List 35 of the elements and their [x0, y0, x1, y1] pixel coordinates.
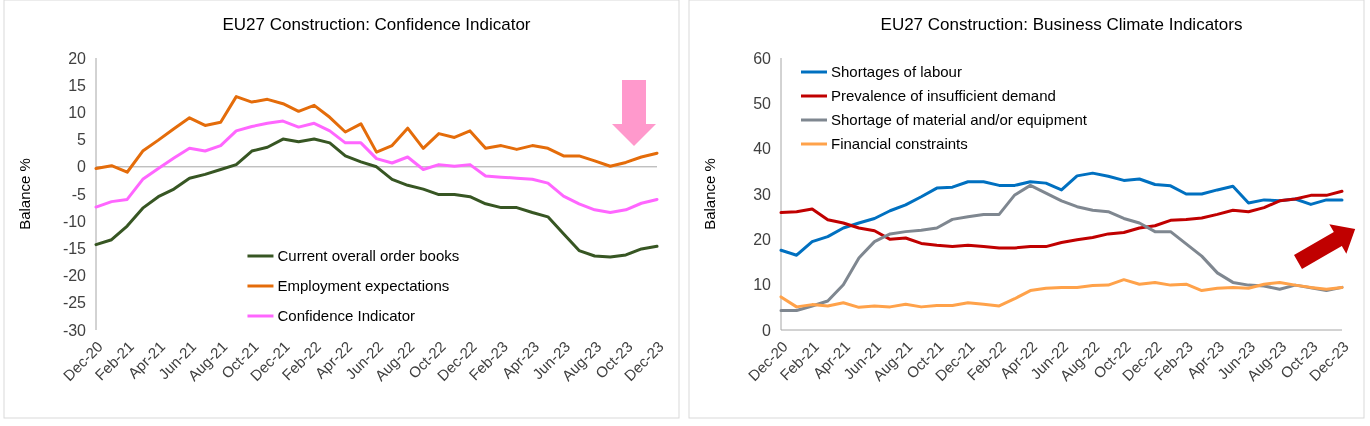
y-tick-label: 5	[77, 131, 87, 149]
y-tick-label: 0	[762, 321, 772, 339]
y-tick-label: -10	[62, 212, 87, 230]
y-tick-label: 20	[753, 230, 772, 248]
legend-label: Financial constraints	[831, 135, 968, 153]
legend-label: Confidence Indicator	[277, 307, 416, 325]
line-series	[94, 137, 659, 259]
legend-label: Prevalence of insufficient demand	[831, 87, 1056, 105]
y-axis-title: Balance %	[16, 158, 33, 230]
y-tick-label: -25	[62, 294, 87, 312]
line-series	[94, 119, 659, 214]
y-tick-label: 20	[68, 49, 87, 67]
y-tick-label: 40	[753, 140, 772, 158]
chart-title: EU27 Construction: Confidence Indicator	[222, 15, 531, 34]
y-tick-label: 10	[753, 276, 772, 294]
y-tick-label: 10	[68, 104, 87, 121]
y-tick-label: -5	[71, 185, 87, 203]
y-tick-label: 0	[77, 158, 87, 176]
y-tick-label: -20	[62, 267, 87, 285]
line-series	[779, 278, 1344, 309]
legend-label: Shortages of labour	[831, 63, 962, 81]
legend-label: Shortage of material and/or equipment	[831, 111, 1088, 129]
y-tick-label: -15	[62, 240, 87, 257]
y-tick-label: 60	[753, 49, 772, 67]
y-tick-label: -30	[62, 321, 87, 339]
y-axis-title: Balance %	[701, 158, 718, 230]
legend-label: Current overall order books	[277, 247, 460, 265]
line-series	[779, 189, 1344, 250]
y-tick-label: 50	[753, 94, 772, 112]
y-tick-label: 15	[68, 76, 87, 94]
line-series	[94, 95, 659, 174]
legend-label: Employment expectations	[277, 277, 450, 295]
chart-title: EU27 Construction: Business Climate Indicators	[880, 15, 1243, 34]
y-tick-label: 30	[753, 185, 772, 203]
line-series	[779, 171, 1344, 257]
